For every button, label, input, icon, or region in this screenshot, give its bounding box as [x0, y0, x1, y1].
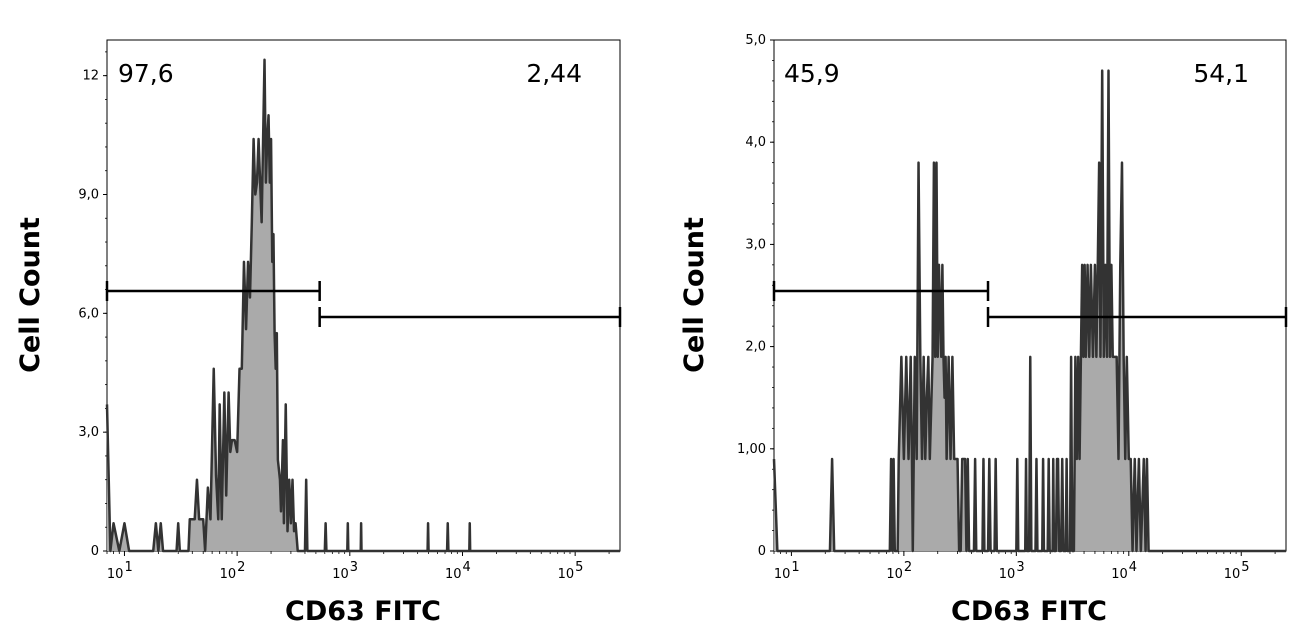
y-tick-label: 12: [82, 69, 99, 84]
y-tick-label: 9,0: [78, 187, 99, 202]
histogram-outline: [105, 58, 620, 553]
x-tick-exponent: 4: [462, 560, 470, 575]
x-tick-label: 10: [1224, 567, 1241, 582]
x-axis-label: CD63 FITC: [285, 596, 441, 627]
y-tick-label: 3,0: [78, 425, 99, 440]
x-tick-exponent: 5: [575, 560, 583, 575]
gate-percentage: 45,9: [784, 59, 840, 88]
x-tick-label: 10: [1111, 567, 1128, 582]
x-tick-label: 10: [558, 567, 575, 582]
y-tick-label: 6,0: [78, 306, 99, 321]
histogram-panel-right: 01,002,03,04,05,010 1 10 2 10 3 10 4 10 5 45,9 54,…: [679, 33, 1288, 627]
y-tick-label: 0: [91, 544, 99, 559]
x-tick-label: 10: [332, 567, 349, 582]
x-tick-exponent: 5: [1241, 560, 1249, 575]
gate-percentage: 54,1: [1193, 59, 1249, 88]
x-tick-exponent: 1: [124, 560, 132, 575]
y-axis-label: Cell Count: [679, 217, 710, 373]
gate-percentage: 2,44: [526, 59, 582, 88]
y-tick-label: 4,0: [745, 135, 766, 150]
y-tick-label: 1,00: [737, 442, 766, 457]
x-tick-exponent: 3: [1016, 560, 1024, 575]
x-tick-label: 10: [445, 567, 462, 582]
y-tick-label: 3,0: [745, 237, 766, 252]
gate-percentage: 97,6: [118, 59, 174, 88]
x-tick-exponent: 4: [1129, 560, 1137, 575]
gate-group: 45,9 54,1: [772, 59, 1288, 327]
y-axis-label: Cell Count: [15, 217, 46, 373]
x-tick-label: 10: [220, 567, 237, 582]
tick-group: 01,002,03,04,05,010 1 10 2 10 3 10 4 10 5: [737, 33, 1276, 582]
gate-group: 97,6 2,44: [105, 59, 622, 327]
y-tick-label: 5,0: [745, 33, 766, 48]
y-tick-label: 2,0: [745, 340, 766, 355]
x-tick-label: 10: [107, 567, 124, 582]
x-tick-exponent: 1: [791, 560, 799, 575]
plot-frame: [106, 39, 621, 552]
x-tick-label: 10: [886, 567, 903, 582]
x-tick-label: 10: [774, 567, 791, 582]
x-tick-exponent: 2: [904, 560, 912, 575]
x-tick-exponent: 2: [237, 560, 245, 575]
x-tick-label: 10: [999, 567, 1016, 582]
x-tick-exponent: 3: [350, 560, 358, 575]
y-tick-label: 0: [758, 544, 766, 559]
x-axis-label: CD63 FITC: [951, 596, 1107, 627]
histogram-outline: [772, 69, 1286, 553]
